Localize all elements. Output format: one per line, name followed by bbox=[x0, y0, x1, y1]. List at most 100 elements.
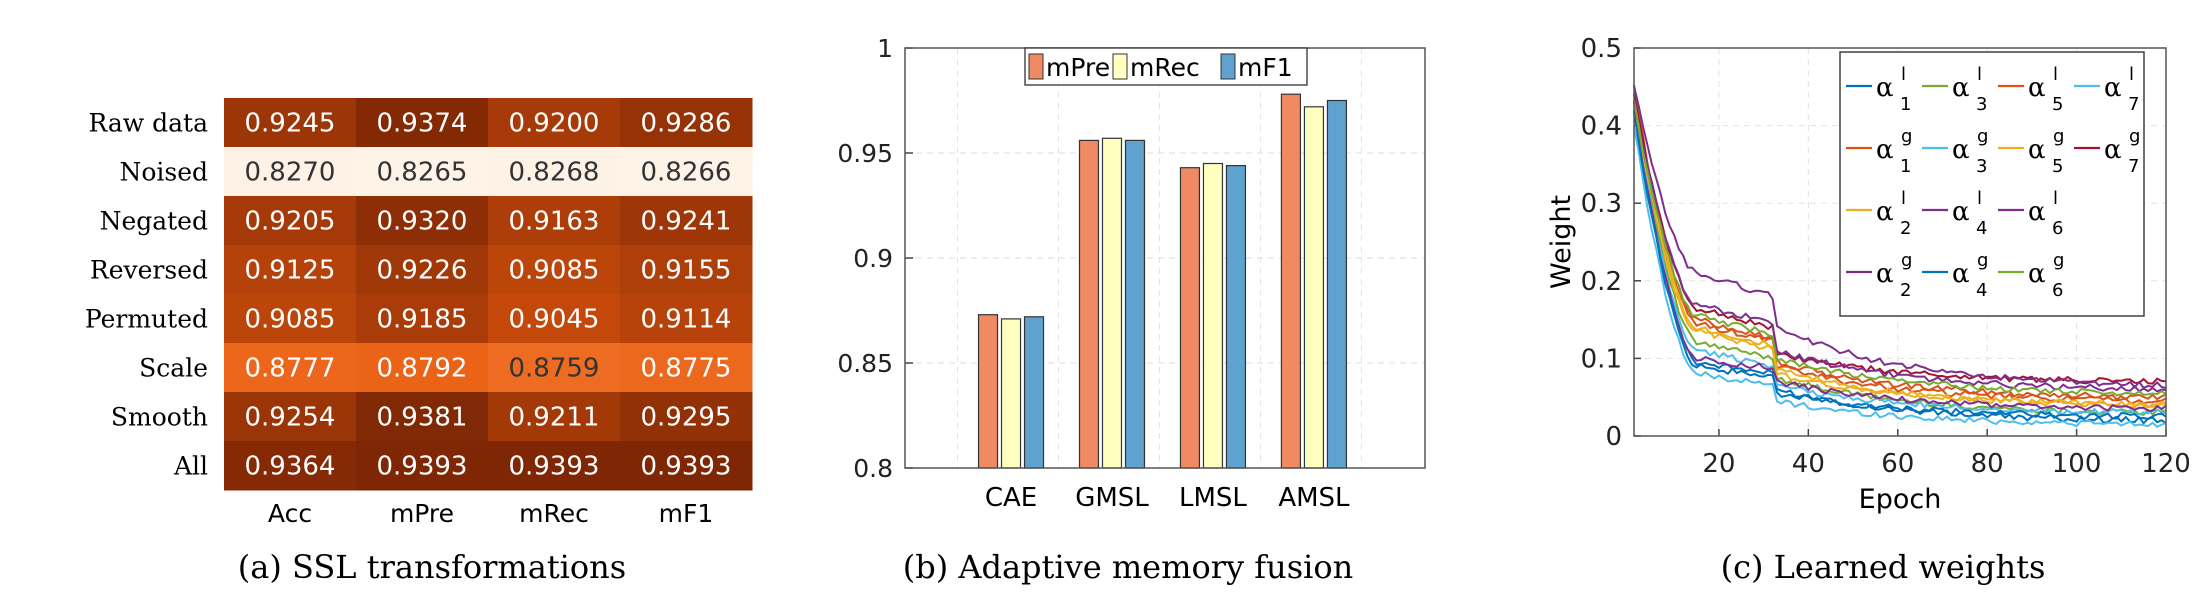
bar bbox=[1280, 93, 1302, 469]
cell-value: 0.8777 bbox=[245, 354, 336, 384]
y-tick-label: 1 bbox=[877, 34, 893, 63]
bar bbox=[1078, 139, 1100, 469]
row-label: Negated bbox=[100, 207, 208, 236]
y-tick-label: 0.4 bbox=[1581, 112, 1622, 142]
heatmap-cell bbox=[224, 147, 357, 197]
row-label: All bbox=[173, 452, 208, 481]
heatmap-cell bbox=[224, 392, 357, 442]
heatmap-cell bbox=[356, 441, 489, 491]
legend-label-sup: l bbox=[1901, 64, 1906, 85]
heatmap-cell bbox=[488, 98, 621, 148]
legend-label-sub: 2 bbox=[1900, 280, 1911, 301]
row-label: Smooth bbox=[111, 403, 208, 432]
series-line bbox=[1633, 100, 2167, 397]
x-tick-label: 80 bbox=[1971, 449, 2004, 479]
heatmap-cell bbox=[488, 392, 621, 442]
legend-label: α bbox=[1952, 73, 1970, 103]
line-chart-panel: 20 40 60 80 100 120 0 0.1 0.2 0.3 0.4 0.5 Epoch Weigh… bbox=[1546, 34, 2191, 515]
x-tick-label: 40 bbox=[1792, 449, 1825, 479]
heatmap-cell bbox=[356, 294, 489, 344]
caption-b: (b) Adaptive memory fusion bbox=[903, 548, 1353, 586]
legend-label: α bbox=[2028, 73, 2046, 103]
cell-value: 0.9045 bbox=[509, 305, 600, 335]
bar bbox=[1225, 165, 1247, 469]
x-tick-label: 120 bbox=[2141, 449, 2191, 479]
axes-frame bbox=[1633, 47, 2167, 437]
cell-value: 0.8792 bbox=[377, 354, 468, 384]
bar bbox=[977, 314, 999, 469]
cell-value: 0.9155 bbox=[641, 256, 732, 286]
legend-label-sub: 7 bbox=[2128, 94, 2139, 115]
y-tick-label: 0.2 bbox=[1581, 267, 1622, 297]
legend-label-sub: 2 bbox=[1900, 218, 1911, 239]
heatmap-cell bbox=[356, 392, 489, 442]
cell-value: 0.9085 bbox=[245, 305, 336, 335]
legend-swatch bbox=[1028, 53, 1044, 80]
cell-value: 0.9393 bbox=[377, 452, 468, 482]
x-tick-label: 60 bbox=[1881, 449, 1914, 479]
column-label: mF1 bbox=[659, 499, 714, 528]
legend-label-sup: g bbox=[2053, 126, 2064, 147]
cell-value: 0.9114 bbox=[641, 305, 732, 335]
legend-label-sub: 3 bbox=[1976, 94, 1987, 115]
x-tick-label: LMSL bbox=[1179, 483, 1247, 513]
legend: α l1α l3α l5α l7α g1α g3α g5α g7α l2α l4α l6α g2α g4α… bbox=[1839, 51, 2145, 317]
y-tick-label: 0.9 bbox=[853, 244, 893, 273]
y-tick-label: 0.85 bbox=[837, 349, 893, 378]
cell-value: 0.9200 bbox=[509, 109, 600, 139]
series-line bbox=[1633, 102, 2167, 408]
series-line bbox=[1633, 126, 2167, 428]
cell-value: 0.9205 bbox=[245, 207, 336, 237]
legend-label: α bbox=[2028, 197, 2046, 227]
legend-swatch bbox=[1220, 53, 1236, 80]
cell-value: 0.9163 bbox=[509, 207, 600, 237]
series-line bbox=[1633, 85, 2167, 390]
bar bbox=[1303, 106, 1325, 469]
cell-value: 0.9211 bbox=[509, 403, 600, 433]
x-tick-label: AMSL bbox=[1278, 483, 1350, 513]
cell-value: 0.9226 bbox=[377, 256, 468, 286]
legend-label-sup: g bbox=[1901, 126, 1912, 147]
row-label: Noised bbox=[119, 158, 208, 187]
legend-label: α bbox=[1952, 259, 1970, 289]
heatmap-cell bbox=[488, 441, 621, 491]
heatmap-cell bbox=[620, 343, 753, 393]
y-tick-label: 0.95 bbox=[837, 139, 893, 168]
column-label: mRec bbox=[519, 499, 589, 528]
heatmap-cell bbox=[620, 294, 753, 344]
heatmap-cell bbox=[488, 147, 621, 197]
row-label: Reversed bbox=[90, 256, 208, 285]
heatmap-cell bbox=[620, 245, 753, 295]
row-label: Raw data bbox=[88, 109, 208, 138]
legend-label-sub: 4 bbox=[1976, 280, 1987, 301]
bar bbox=[1179, 167, 1201, 469]
column-label: mPre bbox=[390, 499, 454, 528]
legend-label-sub: 1 bbox=[1900, 94, 1911, 115]
cell-value: 0.9381 bbox=[377, 403, 468, 433]
cell-value: 0.9295 bbox=[641, 403, 732, 433]
cell-value: 0.9374 bbox=[377, 109, 468, 139]
legend-label: α bbox=[1876, 73, 1894, 103]
x-tick-label: GMSL bbox=[1075, 483, 1149, 513]
legend-label-sub: 6 bbox=[2052, 280, 2063, 301]
series-line bbox=[1633, 112, 2167, 412]
legend-label: α bbox=[1952, 197, 1970, 227]
cell-value: 0.9254 bbox=[245, 403, 336, 433]
legend-label: α bbox=[1876, 197, 1894, 227]
heatmap-cell bbox=[224, 343, 357, 393]
bar bbox=[1326, 99, 1348, 469]
heatmap-cell bbox=[224, 441, 357, 491]
cell-value: 0.9241 bbox=[641, 207, 732, 237]
legend-label-sup: g bbox=[2129, 126, 2140, 147]
legend-label-sub: 4 bbox=[1976, 218, 1987, 239]
heatmap-cell bbox=[620, 392, 753, 442]
caption-c: (c) Learned weights bbox=[1721, 548, 2046, 586]
heatmap-cell bbox=[488, 245, 621, 295]
cell-value: 0.8759 bbox=[509, 354, 600, 384]
cell-value: 0.9393 bbox=[641, 452, 732, 482]
bar bbox=[1000, 318, 1022, 469]
y-tick-label: 0.3 bbox=[1581, 189, 1622, 219]
legend-box bbox=[1839, 51, 2145, 317]
heatmap-cell bbox=[620, 196, 753, 246]
